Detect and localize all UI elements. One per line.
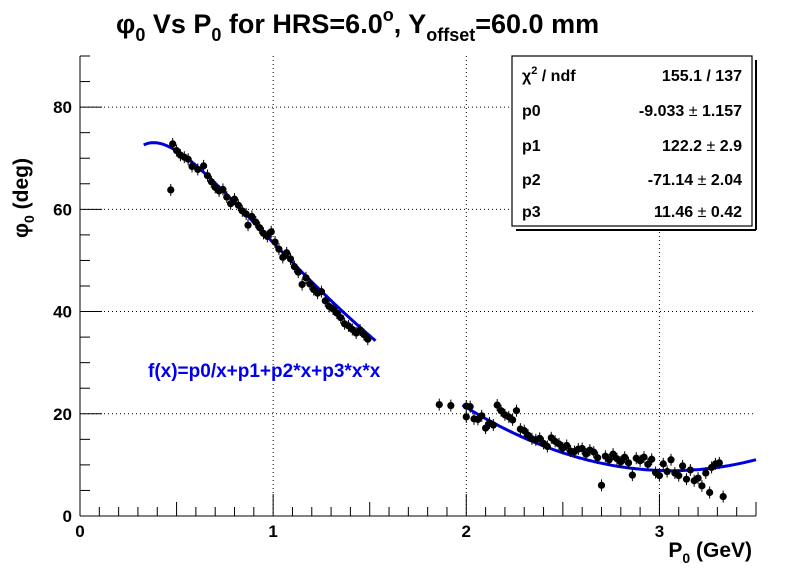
data-point (648, 453, 656, 466)
data-point (679, 459, 687, 472)
y-tick-label: 80 (53, 98, 72, 117)
data-point (242, 207, 250, 220)
data-point (275, 243, 283, 256)
data-point (698, 479, 706, 492)
data-point (188, 160, 196, 173)
data-point (290, 260, 298, 273)
stats-chi2-value: 155.1 / 137 (662, 68, 742, 85)
data-point (252, 216, 260, 229)
y-tick-label: 0 (63, 507, 72, 526)
stats-chi2-label: χ2 / ndf (522, 65, 576, 85)
stats-row-value: -71.14 ± 2.04 (648, 172, 742, 189)
data-point (244, 219, 252, 232)
data-point (200, 159, 208, 172)
data-point (682, 473, 691, 486)
data-point (256, 221, 264, 234)
data-point (694, 472, 702, 485)
data-point (644, 458, 652, 471)
axes: 0 1 2 3 0 20 40 60 80 (53, 55, 757, 541)
data-point (447, 399, 455, 412)
data-point (655, 469, 664, 482)
data-point (169, 137, 177, 150)
stats-row-name: p1 (522, 138, 541, 155)
data-point (675, 469, 683, 482)
data-point (597, 479, 606, 492)
data-point (512, 404, 521, 417)
data-point (286, 252, 295, 265)
data-point (536, 432, 544, 445)
data-point (230, 193, 239, 206)
data-point (482, 422, 490, 435)
data-point (590, 446, 598, 459)
y-tick-label: 20 (53, 405, 72, 424)
data-point (435, 398, 443, 411)
data-point (624, 456, 633, 469)
y-tick-label: 60 (53, 200, 72, 219)
data-point (167, 183, 175, 196)
data-point (306, 277, 314, 290)
fit-stats-box: χ2 / ndf 155.1 / 137 p0 -9.033 ± 1.157 p… (511, 55, 757, 231)
data-point (219, 183, 227, 196)
data-points (167, 137, 727, 503)
stats-row-value: 122.2 ± 2.9 (662, 138, 742, 155)
stats-row-name: p2 (522, 172, 541, 189)
x-tick-label: 1 (268, 522, 277, 541)
data-point (364, 333, 372, 346)
data-point (706, 486, 714, 499)
data-point (605, 453, 613, 466)
data-point (594, 451, 602, 464)
data-point (207, 175, 215, 188)
data-point (686, 464, 694, 476)
data-point (578, 442, 586, 455)
data-point (715, 456, 723, 469)
x-tick-label: 2 (462, 522, 471, 541)
data-point (294, 266, 302, 279)
y-axis-label: φ0 (deg) (10, 158, 37, 238)
data-point (543, 440, 552, 453)
data-point (628, 469, 636, 482)
data-point (659, 457, 667, 470)
data-point (267, 225, 275, 238)
data-point (489, 419, 497, 432)
data-point (663, 465, 671, 478)
data-point (509, 413, 517, 426)
data-point (298, 278, 306, 291)
data-point (563, 439, 571, 452)
stats-row-value: -9.033 ± 1.157 (639, 103, 742, 120)
x-tick-label: 0 (75, 522, 84, 541)
data-point (302, 271, 310, 284)
data-point (466, 400, 474, 413)
stats-row-value: 11.46 ± 0.42 (654, 204, 742, 221)
data-point (702, 467, 710, 480)
stats-row-name: p0 (522, 103, 541, 120)
data-point (223, 191, 231, 204)
data-point (337, 311, 345, 324)
chart-title: φ0 Vs P0 for HRS=6.0o, Yoffset=60.0 mm (116, 5, 599, 45)
data-point (271, 236, 279, 249)
data-point (462, 410, 470, 423)
data-point (667, 453, 675, 466)
data-point (478, 409, 486, 422)
data-point (719, 490, 727, 503)
data-point (283, 246, 291, 259)
x-axis-label: P0 (GeV) (668, 539, 752, 566)
fit-formula-label: f(x)=p0/x+p1+p2*x+p3*x*x (148, 361, 381, 382)
data-point (640, 451, 648, 464)
x-tick-label: 3 (655, 522, 664, 541)
data-point (194, 163, 202, 176)
data-point (184, 153, 192, 166)
data-point (321, 294, 329, 307)
y-tick-label: 40 (53, 303, 72, 322)
data-point (317, 285, 326, 298)
stats-row-name: p3 (522, 204, 541, 221)
data-point (203, 169, 212, 182)
data-point (234, 199, 242, 212)
data-point (248, 210, 256, 223)
data-point (493, 399, 501, 412)
data-point (621, 451, 629, 464)
